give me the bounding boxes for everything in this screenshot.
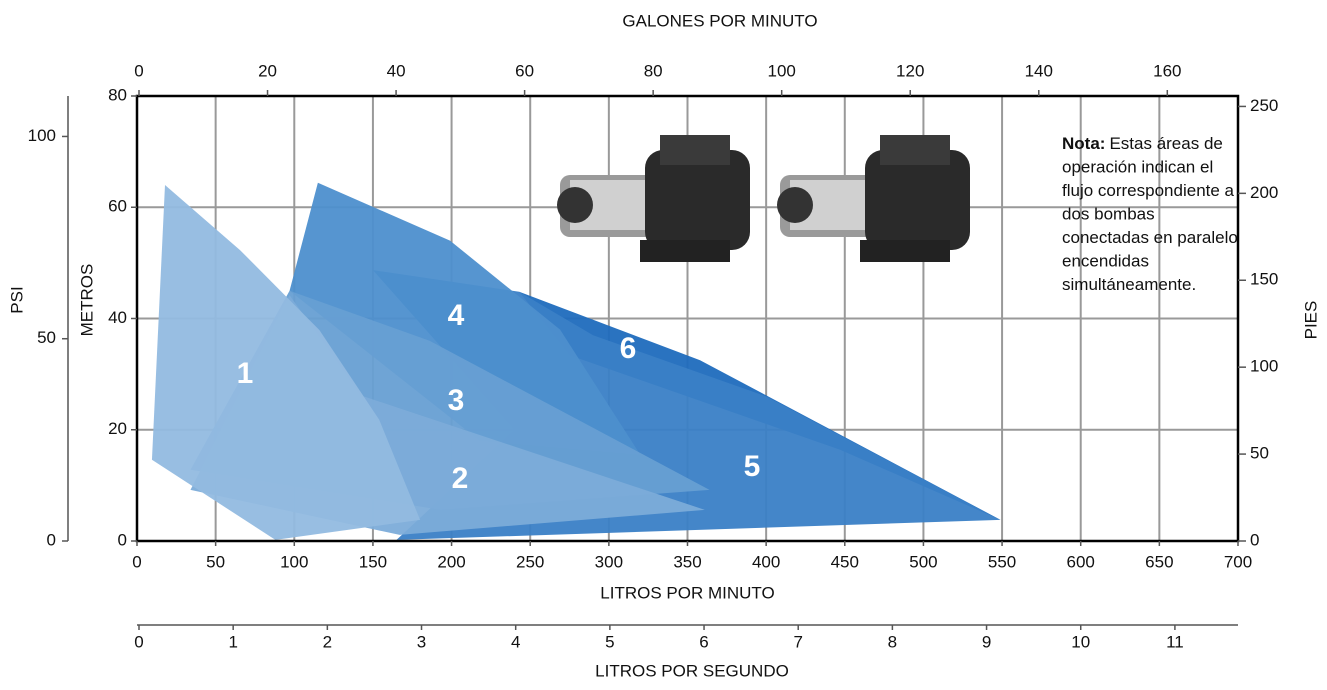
pump-illustration: [557, 135, 970, 262]
note-line: simultáneamente.: [1062, 275, 1196, 294]
x-tick-label: 500: [909, 552, 937, 571]
x-tick-label: 250: [516, 552, 544, 571]
x3-tick-label: 10: [1071, 632, 1090, 651]
x2-tick-label: 20: [258, 61, 277, 80]
operating-area: [289, 182, 641, 455]
note-line: operación indican el: [1062, 158, 1213, 177]
y2-axis-title: PIES: [1301, 301, 1320, 340]
area-label: 6: [620, 332, 637, 365]
x2-tick-label: 140: [1025, 61, 1053, 80]
y3-tick-label: 50: [37, 328, 56, 347]
x3-tick-label: 1: [228, 632, 237, 651]
x2-axis-title: GALONES POR MINUTO: [622, 11, 817, 30]
note-line: encendidas: [1062, 252, 1149, 271]
x-tick-label: 150: [359, 552, 387, 571]
y2-tick-label: 200: [1250, 183, 1278, 202]
x-tick-label: 0: [132, 552, 141, 571]
x-tick-label: 600: [1067, 552, 1095, 571]
y2-tick-label: 100: [1250, 357, 1278, 376]
x-axis-title: LITROS POR MINUTO: [600, 583, 774, 602]
y-tick-label: 40: [108, 308, 127, 327]
x2-tick-label: 80: [644, 61, 663, 80]
x-tick-label: 450: [831, 552, 859, 571]
note-line: dos bombas: [1062, 205, 1155, 224]
area-label: 4: [448, 299, 465, 332]
x-tick-label: 200: [437, 552, 465, 571]
note-label: Nota:: [1062, 134, 1105, 153]
area-label: 3: [448, 384, 465, 417]
x3-tick-label: 6: [699, 632, 708, 651]
x3-tick-label: 9: [982, 632, 991, 651]
x-tick-label: 50: [206, 552, 225, 571]
x2-tick-label: 100: [768, 61, 796, 80]
x3-axis-title: LITROS POR SEGUNDO: [595, 661, 789, 680]
y2-tick-label: 150: [1250, 270, 1278, 289]
note-line: conectadas en paralelo: [1062, 228, 1238, 247]
y-tick-label: 80: [108, 85, 127, 104]
x-tick-label: 400: [752, 552, 780, 571]
x3-tick-label: 5: [605, 632, 614, 651]
x3-tick-label: 2: [323, 632, 332, 651]
operating-area: [151, 185, 421, 540]
y-axis-title: METROS: [77, 264, 96, 337]
area-label: 2: [452, 462, 469, 495]
x-tick-label: 550: [988, 552, 1016, 571]
y-tick-label: 0: [118, 530, 127, 549]
y-tick-label: 60: [108, 197, 127, 216]
y-tick-label: 20: [108, 419, 127, 438]
x2-tick-label: 40: [387, 61, 406, 80]
area-label: 5: [744, 450, 761, 483]
y2-tick-label: 250: [1250, 96, 1278, 115]
x3-tick-label: 7: [793, 632, 802, 651]
note-line: Estas áreas de: [1109, 134, 1222, 153]
x-tick-label: 650: [1145, 552, 1173, 571]
y2-tick-label: 50: [1250, 444, 1269, 463]
x3-tick-label: 11: [1166, 632, 1184, 651]
y3-tick-label: 0: [47, 530, 56, 549]
x3-tick-label: 0: [134, 632, 143, 651]
y3-axis-title: PSI: [7, 286, 26, 313]
x-tick-label: 700: [1224, 552, 1252, 571]
area-label: 1: [237, 357, 254, 390]
note: Nota: Estas áreas de operación indican el f…: [1062, 134, 1238, 294]
y3-tick-label: 100: [28, 126, 56, 145]
x2-tick-label: 120: [896, 61, 924, 80]
x2-tick-label: 160: [1153, 61, 1181, 80]
x3-tick-label: 3: [417, 632, 426, 651]
x-tick-label: 300: [595, 552, 623, 571]
y2-tick-label: 0: [1250, 530, 1259, 549]
x2-tick-label: 0: [134, 61, 143, 80]
note-line: flujo correspondiente a: [1062, 181, 1235, 200]
x-tick-label: 100: [280, 552, 308, 571]
x-tick-label: 350: [673, 552, 701, 571]
x3-tick-label: 8: [888, 632, 897, 651]
x3-tick-label: 4: [511, 632, 520, 651]
x2-tick-label: 60: [515, 61, 534, 80]
